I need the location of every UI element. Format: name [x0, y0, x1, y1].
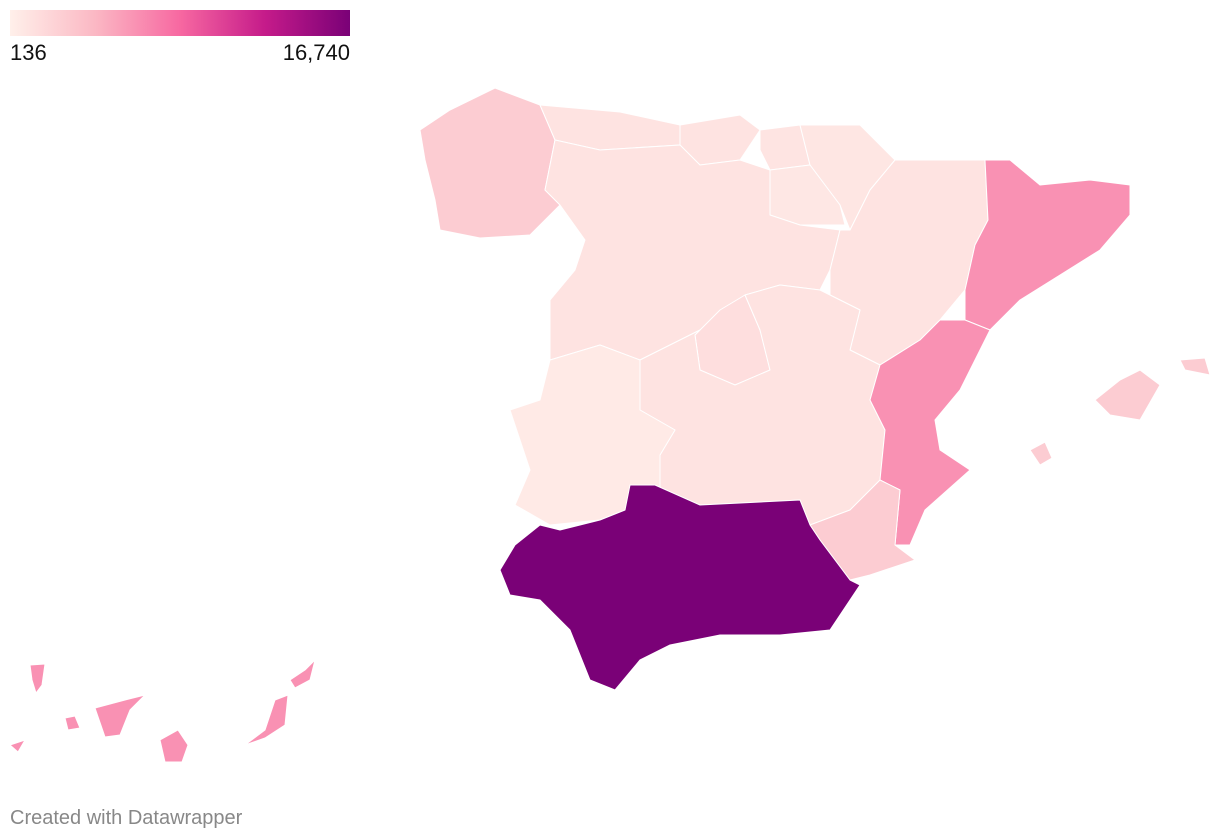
region [499, 484, 861, 691]
regions [9, 87, 1211, 763]
region [1029, 357, 1211, 466]
region [869, 319, 991, 546]
legend-min: 136 [10, 40, 47, 65]
legend-max: 16,740 [283, 40, 350, 65]
region [9, 659, 316, 763]
region [419, 87, 561, 239]
footer: Created with Datawrapper [10, 807, 243, 829]
region [964, 159, 1131, 331]
legend-gradient [10, 10, 350, 36]
